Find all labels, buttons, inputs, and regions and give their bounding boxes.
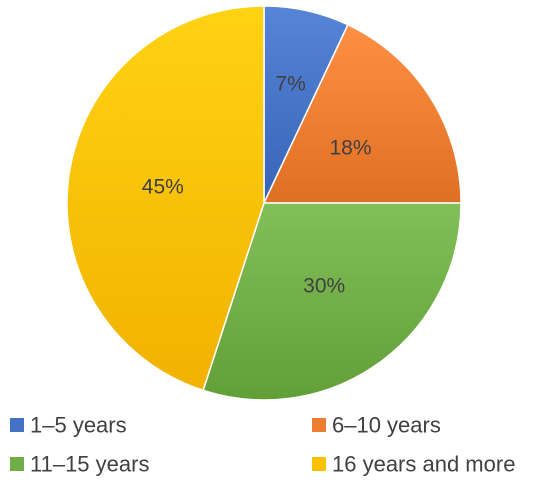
slice-label-11-15-years: 30% xyxy=(303,274,345,297)
legend-swatch-16-years-and-more xyxy=(312,457,326,471)
legend-item-11-15-years: 11–15 years xyxy=(10,452,149,477)
pie-slices xyxy=(66,5,462,401)
pie-slice-6-10-years xyxy=(262,23,462,204)
legend-label-16-years-and-more: 16 years and more xyxy=(332,452,515,477)
slice-label-1-5-years: 7% xyxy=(275,72,305,95)
legend-swatch-1-5-years xyxy=(10,418,24,432)
legend-label-1-5-years: 1–5 years xyxy=(30,413,127,438)
legend-label-6-10-years: 6–10 years xyxy=(332,413,441,438)
pie-slice-16-years-and-more xyxy=(66,5,265,392)
legend-item-6-10-years: 6–10 years xyxy=(312,413,441,438)
pie-slice-labels: 7% 18% 30% 45% xyxy=(142,72,372,297)
pie-slice-11-15-years xyxy=(202,202,462,401)
legend-label-11-15-years: 11–15 years xyxy=(30,452,149,477)
legend-swatch-11-15-years xyxy=(10,457,24,471)
legend: 1–5 years 6–10 years 11–15 years 16 years a… xyxy=(10,413,515,477)
legend-item-1-5-years: 1–5 years xyxy=(10,413,127,438)
legend-swatch-6-10-years xyxy=(312,418,326,432)
slice-label-6-10-years: 18% xyxy=(329,137,371,160)
legend-item-16-years-and-more: 16 years and more xyxy=(312,452,515,477)
slice-label-16-years-and-more: 45% xyxy=(142,176,184,199)
